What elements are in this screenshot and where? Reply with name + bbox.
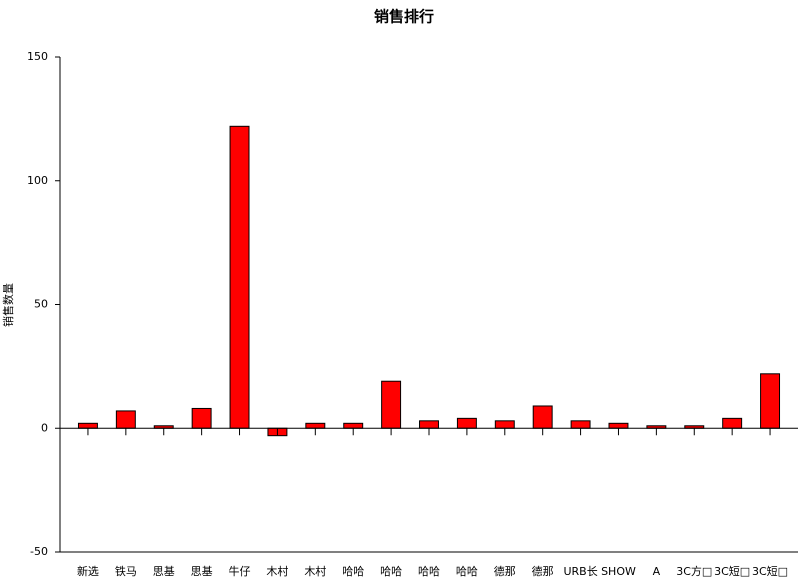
- x-tick-label: SHOW: [601, 565, 636, 578]
- x-tick-label: 铁马: [115, 565, 137, 578]
- x-tick-label: 哈哈: [456, 565, 478, 578]
- bar: [343, 422, 364, 429]
- x-tick-label: 牛仔: [229, 564, 251, 578]
- bar: [722, 417, 743, 429]
- y-tick-label: -50: [30, 545, 48, 558]
- x-tick-label: 木村: [304, 564, 326, 578]
- x-tick-label: 哈哈: [342, 565, 364, 578]
- x-tick-label: 3C方□: [676, 564, 712, 578]
- bar: [456, 417, 477, 429]
- y-axis-label: 销售数量: [1, 283, 15, 327]
- bar: [77, 422, 98, 429]
- bar: [760, 373, 781, 429]
- bar: [608, 422, 629, 429]
- x-tick-label: 思基: [191, 565, 213, 578]
- x-tick-label: 3C短□: [752, 564, 788, 578]
- chart-title: 销售排行: [374, 8, 434, 26]
- bar: [419, 420, 439, 429]
- y-tick-label: 0: [41, 421, 48, 434]
- bar: [229, 125, 250, 429]
- bar: [191, 407, 212, 429]
- x-tick-label: 3C短□: [714, 564, 750, 578]
- y-tick-label: 150: [27, 50, 48, 63]
- x-tick-label: A: [653, 565, 661, 578]
- x-tick-label: 思基: [153, 565, 175, 578]
- bar: [570, 420, 591, 429]
- bar: [305, 422, 326, 429]
- x-tick-label: 哈哈: [380, 565, 402, 578]
- bar: [115, 410, 136, 429]
- y-tick-label: 100: [27, 174, 48, 187]
- x-tick-label: 木村: [266, 564, 288, 578]
- x-tick-label: 德那: [532, 564, 554, 578]
- x-tick-label: 哈哈: [418, 565, 440, 578]
- bar: [381, 380, 402, 429]
- x-tick-label: 德那: [494, 564, 516, 578]
- bar: [532, 405, 553, 429]
- x-tick-label: URB长: [563, 565, 597, 578]
- bar: [494, 420, 515, 429]
- y-tick-label: 50: [34, 298, 48, 311]
- x-tick-label: 新选: [77, 564, 99, 578]
